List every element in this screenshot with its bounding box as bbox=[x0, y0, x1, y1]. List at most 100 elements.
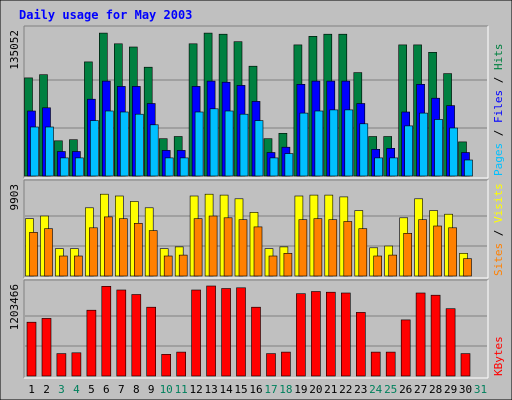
bar-kbytes-day-3 bbox=[56, 353, 67, 377]
bar-sites-day-6 bbox=[104, 216, 113, 277]
bar-sites-day-26 bbox=[403, 233, 413, 277]
x-tick-label-day-10: 10 bbox=[160, 383, 173, 396]
bar-pages-day-6 bbox=[105, 110, 114, 177]
bar-pages-day-11 bbox=[179, 157, 189, 177]
bar-sites-day-18 bbox=[283, 253, 293, 277]
panel-hits_files_pages: 135052 Pages / Files / Hits bbox=[8, 25, 505, 179]
bar-sites-day-7 bbox=[119, 218, 128, 277]
bar-kbytes-day-20 bbox=[311, 291, 321, 377]
panel-visits_sites: 9903 Sites / Visits bbox=[8, 179, 505, 279]
series-sites bbox=[29, 215, 472, 277]
bar-kbytes-day-18 bbox=[281, 351, 291, 377]
x-tick-label-day-19: 19 bbox=[294, 383, 307, 396]
bar-kbytes-day-21 bbox=[325, 291, 336, 377]
bar-pages-day-23 bbox=[359, 123, 369, 177]
bar-sites-day-5 bbox=[89, 227, 98, 277]
legend-item-files: Files bbox=[492, 90, 505, 123]
bar-kbytes-day-11 bbox=[176, 351, 186, 377]
x-tick-label-day-21: 21 bbox=[324, 383, 337, 396]
x-tick-label-day-2: 2 bbox=[43, 383, 50, 396]
bar-sites-day-11 bbox=[178, 254, 188, 277]
bar-kbytes-day-7 bbox=[116, 289, 127, 377]
x-tick-label-day-8: 8 bbox=[133, 383, 140, 396]
bar-sites-day-20 bbox=[313, 218, 323, 277]
bar-sites-day-28 bbox=[433, 225, 442, 277]
chart-panels: 135052 Pages / Files / Hits 9903 Sites / Vi… bbox=[8, 25, 505, 379]
x-tick-label-day-25: 25 bbox=[384, 383, 397, 396]
x-tick-label-day-4: 4 bbox=[73, 383, 80, 396]
bar-pages-day-27 bbox=[419, 112, 428, 177]
bar-pages-day-7 bbox=[120, 111, 129, 177]
bar-sites-day-23 bbox=[358, 228, 368, 277]
bar-kbytes-day-9 bbox=[146, 306, 156, 377]
bar-pages-day-29 bbox=[449, 127, 458, 177]
legend-separator: / bbox=[492, 223, 505, 243]
bar-kbytes-day-1 bbox=[26, 321, 37, 377]
bar-pages-day-10 bbox=[164, 157, 174, 177]
bar-sites-day-27 bbox=[418, 219, 427, 277]
bar-sites-day-2 bbox=[44, 228, 53, 277]
x-tick-label-day-6: 6 bbox=[103, 383, 110, 396]
bar-pages-day-1 bbox=[30, 126, 39, 177]
x-tick-label-day-26: 26 bbox=[399, 383, 412, 396]
bar-kbytes-day-15 bbox=[236, 287, 246, 377]
x-tick-label-day-17: 17 bbox=[264, 383, 277, 396]
bar-pages-day-8 bbox=[135, 113, 144, 177]
bar-sites-day-25 bbox=[388, 254, 398, 277]
bar-pages-day-25 bbox=[389, 157, 399, 177]
bar-sites-day-8 bbox=[134, 223, 143, 277]
bar-kbytes-day-28 bbox=[430, 294, 441, 377]
bar-sites-day-14 bbox=[223, 217, 233, 277]
bar-pages-day-14 bbox=[224, 110, 234, 177]
bar-sites-day-22 bbox=[343, 221, 353, 277]
y-max-label: 9903 bbox=[8, 184, 21, 211]
bar-kbytes-day-24 bbox=[370, 351, 381, 377]
bar-pages-day-12 bbox=[194, 111, 204, 177]
x-tick-label-day-9: 9 bbox=[148, 383, 155, 396]
legend-separator: / bbox=[492, 70, 505, 90]
bar-pages-day-15 bbox=[239, 113, 249, 177]
bar-kbytes-day-13 bbox=[206, 285, 216, 377]
bar-sites-day-16 bbox=[253, 226, 263, 277]
bar-kbytes-day-4 bbox=[71, 352, 82, 377]
legend-separator: / bbox=[492, 123, 505, 143]
bar-pages-day-22 bbox=[344, 109, 354, 177]
x-tick-label-day-1: 1 bbox=[28, 383, 35, 396]
x-tick-label-day-20: 20 bbox=[309, 383, 322, 396]
bar-pages-day-9 bbox=[149, 124, 159, 177]
x-tick-label-day-3: 3 bbox=[58, 383, 65, 396]
bar-kbytes-day-23 bbox=[355, 312, 366, 377]
bar-kbytes-day-27 bbox=[415, 292, 426, 377]
bar-kbytes-day-8 bbox=[131, 294, 142, 377]
x-tick-label-day-12: 12 bbox=[189, 383, 202, 396]
panel-kbytes: 1203466 KBytes bbox=[8, 279, 505, 379]
series-pages bbox=[30, 108, 473, 177]
bar-sites-day-17 bbox=[268, 255, 278, 277]
x-tick-label-day-16: 16 bbox=[249, 383, 262, 396]
bar-sites-day-1 bbox=[29, 232, 38, 277]
bar-pages-day-26 bbox=[404, 125, 414, 177]
x-tick-label-day-22: 22 bbox=[339, 383, 352, 396]
bar-sites-day-30 bbox=[463, 258, 472, 277]
legend-item-sites: Sites bbox=[492, 243, 505, 276]
bar-kbytes-day-12 bbox=[191, 289, 201, 377]
bar-kbytes-day-25 bbox=[385, 351, 396, 377]
x-tick-label-day-24: 24 bbox=[369, 383, 383, 396]
bar-sites-day-3 bbox=[59, 255, 68, 277]
y-max-label: 135052 bbox=[8, 30, 21, 70]
x-tick-label-day-14: 14 bbox=[219, 383, 233, 396]
legend-hits_files_pages: Pages / Files / Hits bbox=[492, 44, 505, 177]
y-max-label: 1203466 bbox=[8, 284, 21, 330]
x-tick-label-day-11: 11 bbox=[175, 383, 188, 396]
x-axis-labels: 1 2 3 4 5 6 7 8 9 10 11 12 13 14 15 16 17 18 19 20 21 22 23 24 2… bbox=[28, 383, 487, 396]
bar-kbytes-day-29 bbox=[445, 308, 456, 377]
bar-sites-day-19 bbox=[298, 219, 308, 277]
x-tick-label-day-18: 18 bbox=[279, 383, 292, 396]
bar-kbytes-day-22 bbox=[340, 292, 351, 377]
bar-pages-day-28 bbox=[434, 119, 443, 177]
bar-kbytes-day-5 bbox=[86, 309, 97, 377]
bar-pages-day-2 bbox=[45, 126, 54, 177]
x-tick-label-day-15: 15 bbox=[234, 383, 247, 396]
bar-sites-day-13 bbox=[208, 215, 218, 277]
bar-pages-day-21 bbox=[329, 109, 339, 177]
